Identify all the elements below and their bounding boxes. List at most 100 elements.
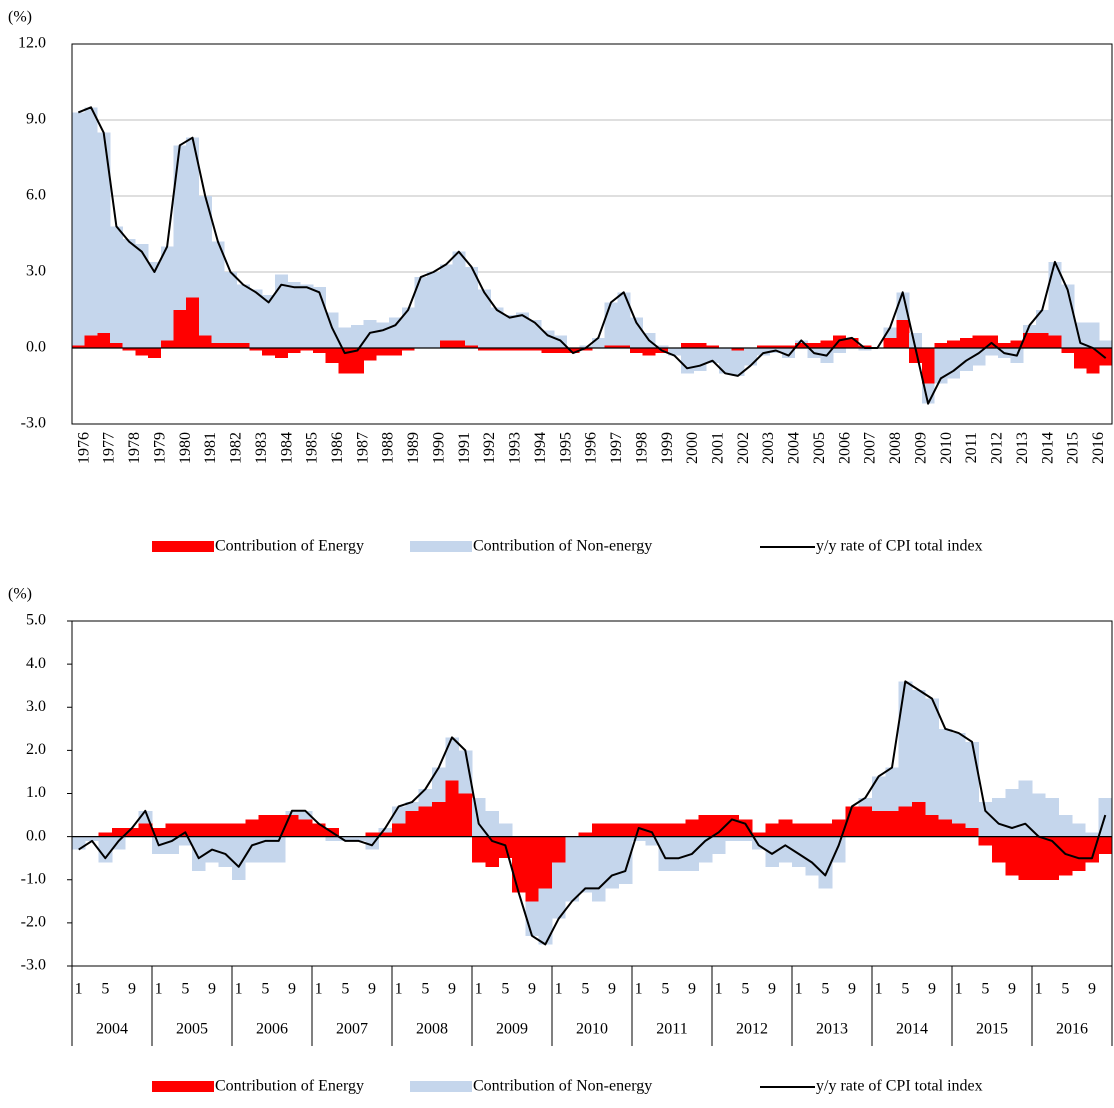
bar bbox=[885, 767, 899, 811]
bar bbox=[97, 132, 111, 333]
bar bbox=[792, 836, 806, 867]
x-tick-label: 5 bbox=[261, 981, 269, 998]
y-tick-label: 9.0 bbox=[26, 111, 46, 128]
bar bbox=[744, 348, 758, 366]
y-axis-label: (%) bbox=[8, 9, 32, 26]
bar bbox=[738, 836, 753, 841]
x-tick-label: 5 bbox=[1061, 981, 1069, 998]
bar bbox=[642, 348, 656, 356]
x-tick-label: 9 bbox=[368, 981, 376, 998]
x-tick-label: 1 bbox=[555, 981, 563, 998]
bar bbox=[378, 828, 393, 833]
x-tick-label: 1990 bbox=[430, 432, 447, 464]
bar bbox=[338, 327, 352, 348]
bar bbox=[769, 345, 783, 348]
x-tick-label: 5 bbox=[901, 981, 909, 998]
x-tick-label: 5 bbox=[821, 981, 829, 998]
bar bbox=[262, 294, 276, 348]
bar bbox=[211, 241, 225, 343]
bar bbox=[782, 348, 796, 359]
x-tick-label: 2014 bbox=[1039, 432, 1056, 464]
bar bbox=[148, 261, 162, 348]
x-tick-label: 2000 bbox=[684, 432, 701, 464]
bar bbox=[698, 815, 713, 837]
bar bbox=[249, 289, 263, 348]
bar bbox=[272, 836, 286, 863]
bar bbox=[565, 836, 579, 902]
bar bbox=[452, 251, 466, 341]
bar bbox=[84, 107, 98, 336]
bar bbox=[604, 345, 618, 348]
bar bbox=[832, 348, 846, 354]
bar bbox=[566, 348, 580, 354]
x-group-label: 2013 bbox=[816, 1021, 848, 1038]
bar bbox=[198, 196, 212, 336]
x-tick-label: 1 bbox=[715, 981, 723, 998]
bar bbox=[685, 819, 699, 837]
bar bbox=[112, 828, 126, 837]
bar bbox=[160, 340, 174, 348]
bar bbox=[515, 348, 529, 351]
bar bbox=[778, 819, 793, 837]
bar bbox=[528, 348, 542, 351]
bar bbox=[952, 733, 966, 824]
bar bbox=[232, 836, 246, 880]
x-tick-label: 2005 bbox=[811, 432, 828, 464]
bar bbox=[1073, 348, 1087, 369]
bar bbox=[805, 836, 819, 876]
bar bbox=[525, 836, 539, 902]
legend-label: y/y rate of CPI total index bbox=[816, 1078, 983, 1095]
bar bbox=[432, 767, 446, 803]
bar bbox=[645, 823, 659, 837]
bar bbox=[985, 348, 999, 356]
bar bbox=[186, 137, 200, 298]
bar bbox=[794, 342, 808, 348]
bar bbox=[538, 888, 553, 945]
bar bbox=[725, 815, 739, 837]
bar bbox=[578, 836, 593, 893]
x-tick-label: 5 bbox=[101, 981, 109, 998]
x-tick-label: 9 bbox=[848, 981, 856, 998]
bar bbox=[579, 348, 593, 351]
bar bbox=[439, 264, 453, 341]
bar bbox=[693, 342, 707, 348]
bar bbox=[978, 802, 993, 837]
x-group-label: 2009 bbox=[496, 1021, 528, 1038]
bar bbox=[122, 348, 136, 351]
bar bbox=[148, 348, 162, 359]
x-group-label: 2004 bbox=[96, 1021, 128, 1038]
bar bbox=[1023, 332, 1037, 348]
bar bbox=[1072, 823, 1086, 837]
y-tick-label: -2.0 bbox=[21, 914, 46, 931]
bar bbox=[258, 815, 273, 837]
x-group-label: 2014 bbox=[896, 1021, 928, 1038]
bar bbox=[617, 292, 631, 346]
x-tick-label: 1 bbox=[75, 981, 83, 998]
x-tick-label: 2004 bbox=[786, 432, 803, 464]
bar bbox=[458, 793, 473, 837]
bar bbox=[978, 836, 993, 846]
bar bbox=[872, 776, 886, 811]
y-tick-label: 12.0 bbox=[18, 35, 46, 52]
bar bbox=[872, 810, 886, 837]
x-tick-label: 1 bbox=[155, 981, 163, 998]
bar bbox=[1018, 780, 1033, 837]
x-tick-label: 1 bbox=[315, 981, 323, 998]
x-tick-label: 1992 bbox=[481, 432, 498, 464]
x-tick-label: 1989 bbox=[405, 432, 422, 464]
x-tick-label: 1977 bbox=[101, 432, 118, 464]
x-tick-label: 1996 bbox=[583, 432, 600, 464]
x-tick-label: 9 bbox=[608, 981, 616, 998]
bar bbox=[160, 246, 174, 341]
x-group-label: 2011 bbox=[656, 1021, 687, 1038]
x-tick-label: 1999 bbox=[659, 432, 676, 464]
bar bbox=[858, 797, 873, 807]
y-tick-label: -1.0 bbox=[21, 870, 46, 887]
legend-swatch bbox=[152, 541, 214, 552]
bar bbox=[427, 272, 441, 348]
bar bbox=[287, 282, 301, 348]
bar bbox=[485, 836, 499, 867]
bar bbox=[1048, 335, 1062, 348]
x-tick-label: 1 bbox=[955, 981, 963, 998]
bar bbox=[712, 836, 726, 854]
